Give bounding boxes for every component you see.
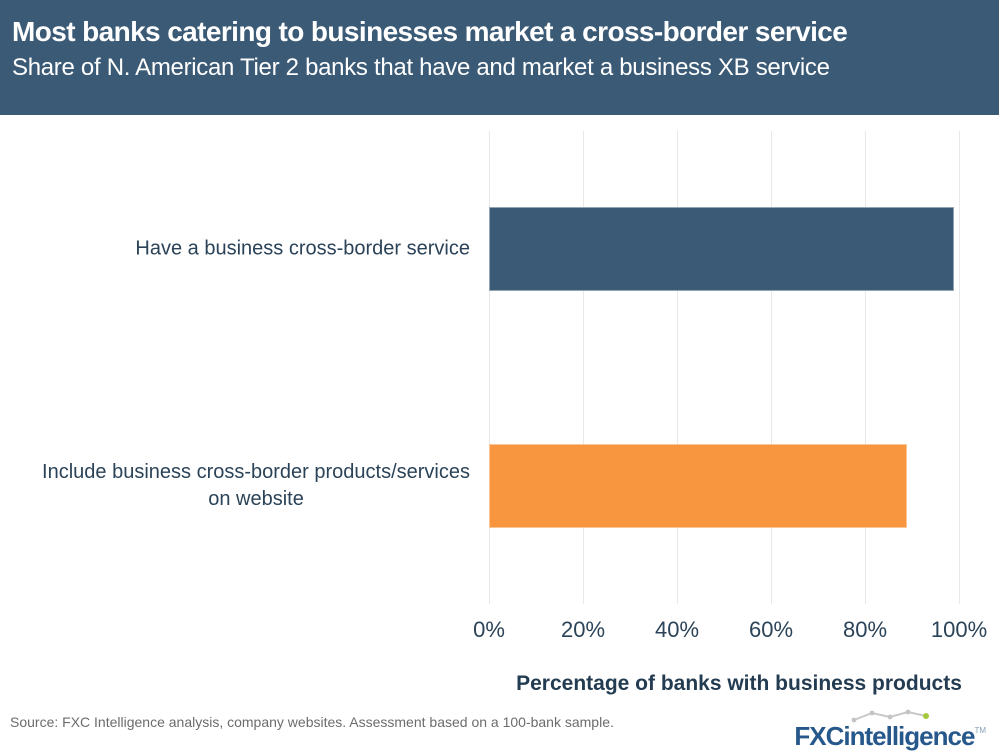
category-label: Include business cross-border products/s… <box>42 460 470 510</box>
fxc-intelligence-logo: FXCintelligenceTM <box>794 703 986 752</box>
bar <box>489 443 908 528</box>
gridline <box>959 131 960 604</box>
chart-area: 0% 20% 40% 60% 80% 100% Percentage of banks w… <box>0 115 999 752</box>
x-tick-label: 40% <box>654 617 700 642</box>
chart-subtitle: Share of N. American Tier 2 banks that h… <box>12 54 830 81</box>
logo-fxc: FXC <box>794 721 844 751</box>
logo-intelligence: intelligence <box>843 721 975 751</box>
logo-sparkline-icon <box>851 709 930 723</box>
gridline <box>677 131 678 604</box>
chart-title: Most banks catering to businesses market… <box>12 16 848 47</box>
source-note: Source: FXC Intelligence analysis, compa… <box>10 714 614 730</box>
header: Most banks catering to businesses market… <box>0 0 999 115</box>
plot-area: 0% 20% 40% 60% 80% 100% <box>473 131 987 642</box>
category-label: Have a business cross-border service <box>135 237 470 260</box>
x-tick-label: 100% <box>930 617 988 642</box>
gridline <box>865 131 866 604</box>
x-tick-label: 80% <box>842 617 888 642</box>
logo-text: FXCintelligenceTM <box>794 721 986 752</box>
x-tick-label: 60% <box>748 617 794 642</box>
gridline <box>583 131 584 604</box>
trademark-symbol: TM <box>974 726 986 735</box>
gridline <box>771 131 772 604</box>
gridline <box>489 131 490 604</box>
x-axis-label: Percentage of banks with business produc… <box>516 672 962 695</box>
x-tick-label: 20% <box>560 617 606 642</box>
bar <box>489 207 955 292</box>
x-tick-label: 0% <box>473 617 505 642</box>
